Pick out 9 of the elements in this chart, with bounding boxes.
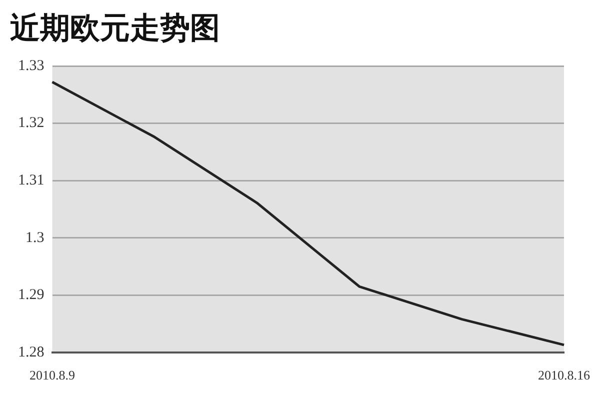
y-tick-label: 1.28	[18, 344, 44, 360]
y-tick-label: 1.31	[18, 172, 44, 188]
y-tick-label: 1.33	[18, 58, 44, 74]
x-tick-label: 2010.8.16	[538, 368, 590, 383]
x-tick-label: 2010.8.9	[30, 368, 75, 383]
chart-title: 近期欧元走势图	[10, 10, 220, 46]
y-tick-label: 1.29	[18, 287, 44, 304]
y-tick-label: 1.3	[26, 230, 44, 246]
y-tick-label: 1.32	[18, 115, 44, 132]
